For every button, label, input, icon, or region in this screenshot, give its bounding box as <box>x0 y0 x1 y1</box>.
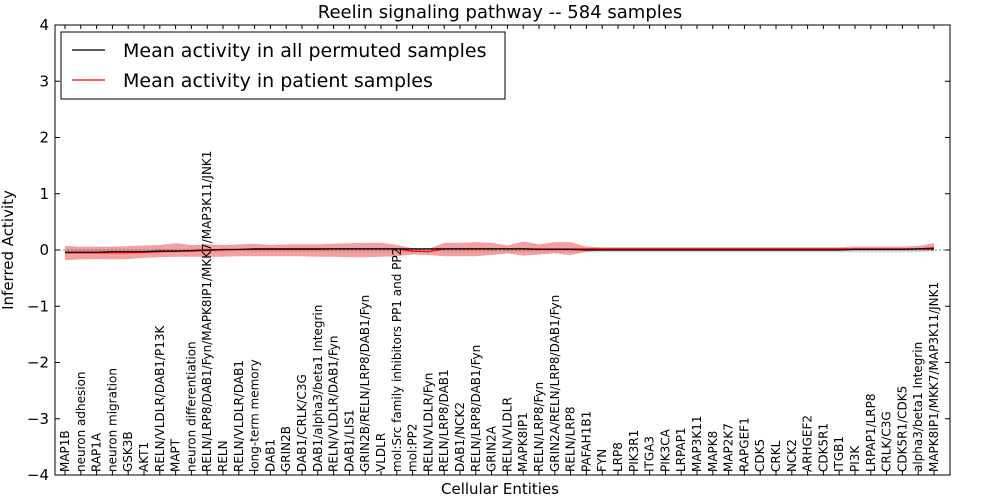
legend-label-permuted: Mean activity in all permuted samples <box>123 40 486 62</box>
x-tick-label: VLDLR <box>374 433 388 472</box>
x-tick-label: neuron migration <box>105 368 119 472</box>
x-tick-label: RELN/LRP8/Fyn <box>532 382 546 472</box>
y-axis-label: Inferred Activity <box>0 190 17 310</box>
x-tick-label: RELN/VLDLR/DAB1 <box>232 360 246 472</box>
x-tick-label: MAPK8IP1/MKK7/MAP3K11/JNK1 <box>927 282 941 472</box>
x-axis-label: Cellular Entities <box>441 480 559 498</box>
x-tick-label: ARHGEF2 <box>801 415 815 472</box>
patient-band <box>65 241 934 261</box>
x-tick-label: RELN <box>216 440 230 472</box>
plot-area <box>55 241 950 261</box>
x-tick-label: RELN/VLDLR/Fyn <box>421 373 435 472</box>
x-tick-label: ITGB1 <box>832 436 846 472</box>
x-tick-label: MAPT <box>169 438 183 472</box>
y-tick-label: 0 <box>39 241 49 259</box>
y-tick-label: −2 <box>27 354 49 372</box>
x-tick-label: FYN <box>595 449 609 472</box>
y-axis: −4 −3 −2 −1 0 1 2 3 4 <box>27 16 950 484</box>
x-tick-label: ITGA3 <box>643 436 657 472</box>
x-tick-label: RELN/LRP8/DAB1/Fyn <box>469 345 483 472</box>
x-tick-label: mol:PP2 <box>406 423 420 472</box>
x-tick-label: CDK5R1 <box>816 423 830 472</box>
x-tick-label: GRIN2A/RELN/LRP8/DAB1/Fyn <box>548 295 562 472</box>
x-tick-label: neuron differentiation <box>184 341 198 472</box>
x-tick-label: MAP2K7 <box>722 423 736 472</box>
x-tick-label: CDK5 <box>753 439 767 472</box>
x-axis: MAP1B neuron adhesion RAP1A neuron migratio… <box>58 25 941 475</box>
x-tick-label: AKT1 <box>137 442 151 472</box>
x-tick-label: RELN/VLDLR <box>500 397 514 472</box>
x-tick-label: RELN/VLDLR/DAB1/Fyn <box>327 336 341 472</box>
legend-box <box>60 31 506 100</box>
x-tick-label: long-term memory <box>248 359 262 472</box>
x-tick-label: MAPK8 <box>706 431 720 472</box>
y-tick-label: 4 <box>39 16 49 34</box>
y-tick-label: −3 <box>27 410 49 428</box>
legend: Mean activity in all permuted samples Me… <box>60 31 506 100</box>
y-tick-label: −1 <box>27 297 49 315</box>
x-tick-label: PIK3R1 <box>627 430 641 472</box>
y-tick-label: −4 <box>27 466 49 484</box>
x-tick-label: DAB1 <box>263 439 277 472</box>
x-tick-label: PAFAH1B1 <box>579 411 593 472</box>
x-tick-label: RELN/LRP8 <box>564 406 578 472</box>
y-tick-label: 2 <box>39 129 49 147</box>
chart-title: Reelin signaling pathway -- 584 samples <box>318 2 682 23</box>
x-tick-label: PIK3CA <box>658 428 672 472</box>
x-tick-label: RELN/LRP8/DAB1 <box>437 369 451 472</box>
x-tick-label: PI3K <box>848 445 862 472</box>
x-tick-label: RAP1A <box>90 432 104 472</box>
x-tick-label: mol:Src family inhibitors PP1 and PP2 <box>390 248 404 472</box>
x-tick-label: RAPGEF1 <box>737 417 751 472</box>
x-tick-label: CRKL <box>769 440 783 472</box>
x-tick-label: MAPK8IP1 <box>516 412 530 472</box>
x-tick-label: DAB1/alpha3/beta1 Integrin <box>311 305 325 472</box>
y-tick-label: 1 <box>39 185 49 203</box>
x-tick-label: NCK2 <box>785 439 799 472</box>
legend-label-patient: Mean activity in patient samples <box>123 70 433 92</box>
x-tick-label: RELN/LRP8/DAB1/Fyn/MAPK8IP1/MKK7/MAP3K11… <box>200 151 214 472</box>
x-tick-label: neuron adhesion <box>74 371 88 472</box>
x-tick-label: GSK3B <box>121 431 135 472</box>
x-tick-label: DAB1/LIS1 <box>342 409 356 472</box>
x-tick-label: MAP1B <box>58 430 72 472</box>
x-tick-label: DAB1/CRLK/C3G <box>295 374 309 472</box>
x-tick-label: RELN/VLDLR/DAB1/P13K <box>153 325 167 472</box>
x-tick-label: GRIN2A <box>485 425 499 472</box>
permuted-series-line <box>65 248 934 253</box>
x-tick-label: LRPAP1 <box>674 427 688 472</box>
y-tick-label: 3 <box>39 72 49 90</box>
x-tick-label: CDK5R1/CDK5 <box>895 386 909 472</box>
x-tick-label: LRPAP1/LRP8 <box>864 393 878 472</box>
x-tick-label: MAP3K11 <box>690 415 704 472</box>
x-tick-label: GRIN2B/RELN/LRP8/DAB1/Fyn <box>358 295 372 472</box>
x-tick-label: DAB1/NCK2 <box>453 402 467 472</box>
x-tick-label: alpha3/beta1 Integrin <box>911 342 925 472</box>
x-tick-label: GRIN2B <box>279 426 293 472</box>
x-tick-label: CRLK/C3G <box>880 411 894 472</box>
x-tick-label: LRP8 <box>611 442 625 472</box>
